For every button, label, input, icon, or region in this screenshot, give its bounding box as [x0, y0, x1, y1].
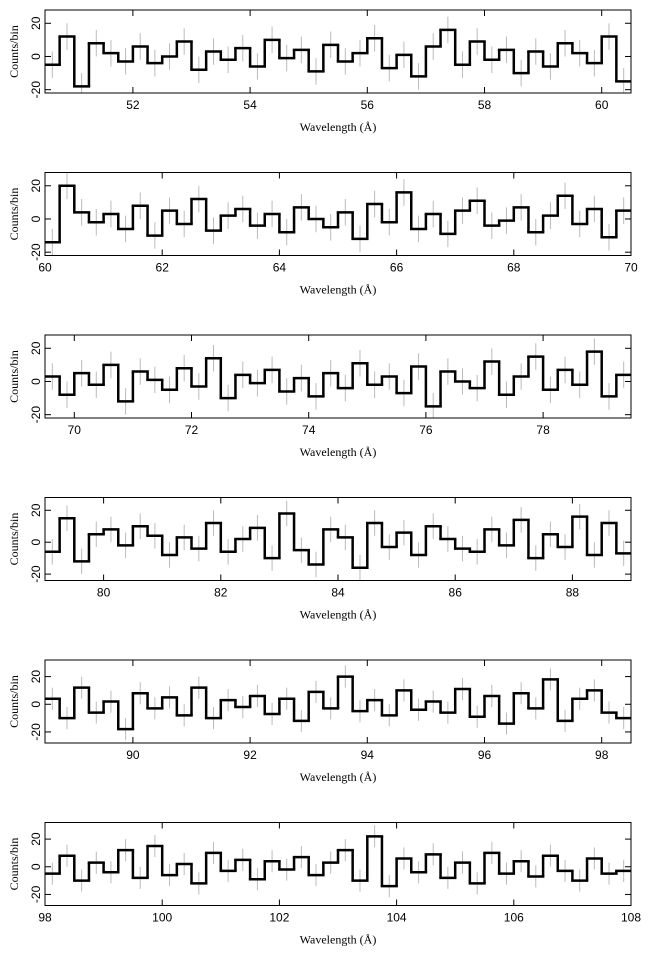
x-tick-label: 72 — [185, 423, 199, 437]
y-tick-label: 0 — [29, 701, 43, 708]
x-tick-label: 98 — [595, 748, 609, 762]
y-axis-label: Counts/bin — [7, 350, 21, 403]
y-axis-label: Counts/bin — [7, 513, 21, 566]
y-tick-label: 0 — [29, 378, 43, 385]
x-tick-label: 60 — [38, 261, 52, 275]
x-tick-label: 52 — [126, 98, 140, 112]
y-tick-label: 20 — [29, 179, 43, 193]
y-tick-label: 0 — [29, 215, 43, 222]
x-tick-label: 98 — [38, 911, 52, 925]
plot-frame — [44, 172, 632, 256]
y-tick-label: 20 — [29, 670, 43, 684]
x-tick-label: 80 — [97, 586, 111, 600]
y-axis-label: Counts/bin — [7, 675, 21, 728]
y-tick-label: 20 — [29, 16, 43, 30]
x-tick-label: 92 — [243, 748, 257, 762]
y-tick-label: -20 — [29, 81, 43, 99]
y-tick-label: 20 — [29, 503, 43, 517]
plot-frame — [44, 334, 632, 419]
plot-frame — [44, 659, 632, 744]
x-tick-label: 68 — [507, 261, 521, 275]
x-tick-label: 94 — [361, 748, 375, 762]
plot-area — [45, 16, 631, 93]
x-tick-label: 66 — [390, 261, 404, 275]
plot-area — [45, 338, 631, 418]
x-tick-label: 108 — [621, 911, 641, 925]
y-tick-label: -20 — [29, 723, 43, 741]
plot-area — [45, 500, 631, 581]
x-tick-label: 90 — [126, 748, 140, 762]
x-tick-label: 70 — [624, 261, 638, 275]
y-axis-label: Counts/bin — [7, 25, 21, 78]
x-tick-label: 82 — [214, 586, 228, 600]
y-tick-label: 0 — [29, 539, 43, 546]
x-tick-label: 62 — [156, 261, 170, 275]
x-tick-label: 106 — [504, 911, 524, 925]
x-tick-label: 60 — [595, 98, 609, 112]
x-axis-label: Wavelength (Å) — [300, 120, 377, 134]
x-axis-label: Wavelength (Å) — [300, 608, 377, 622]
x-axis-label: Wavelength (Å) — [300, 283, 377, 297]
x-tick-label: 56 — [361, 98, 375, 112]
plot-frame — [44, 822, 632, 906]
y-tick-label: 0 — [29, 53, 43, 60]
x-tick-label: 70 — [68, 423, 82, 437]
y-tick-label: 20 — [29, 341, 43, 355]
x-tick-label: 96 — [478, 748, 492, 762]
x-axis-label: Wavelength (Å) — [300, 770, 377, 784]
x-tick-label: 86 — [449, 586, 463, 600]
x-tick-label: 58 — [478, 98, 492, 112]
plot-area — [45, 825, 631, 898]
x-tick-label: 102 — [269, 911, 289, 925]
y-tick-label: 20 — [29, 832, 43, 846]
plot-area — [45, 172, 631, 256]
x-tick-label: 84 — [331, 586, 345, 600]
y-tick-label: -20 — [29, 885, 43, 903]
y-axis-label: Counts/bin — [7, 188, 21, 241]
x-tick-label: 78 — [536, 423, 550, 437]
x-tick-label: 88 — [566, 586, 580, 600]
x-tick-label: 54 — [243, 98, 257, 112]
x-tick-label: 104 — [387, 911, 407, 925]
y-axis-label: Counts/bin — [7, 838, 21, 891]
plot-area — [45, 665, 631, 741]
plot-frame — [44, 9, 632, 94]
y-tick-label: -20 — [29, 406, 43, 424]
x-tick-label: 64 — [273, 261, 287, 275]
x-axis-label: Wavelength (Å) — [300, 933, 377, 947]
y-tick-label: -20 — [29, 243, 43, 261]
y-tick-label: 0 — [29, 863, 43, 870]
x-tick-label: 74 — [302, 423, 316, 437]
y-tick-label: -20 — [29, 565, 43, 583]
x-axis-label: Wavelength (Å) — [300, 445, 377, 459]
x-tick-label: 76 — [419, 423, 433, 437]
x-tick-label: 100 — [152, 911, 172, 925]
